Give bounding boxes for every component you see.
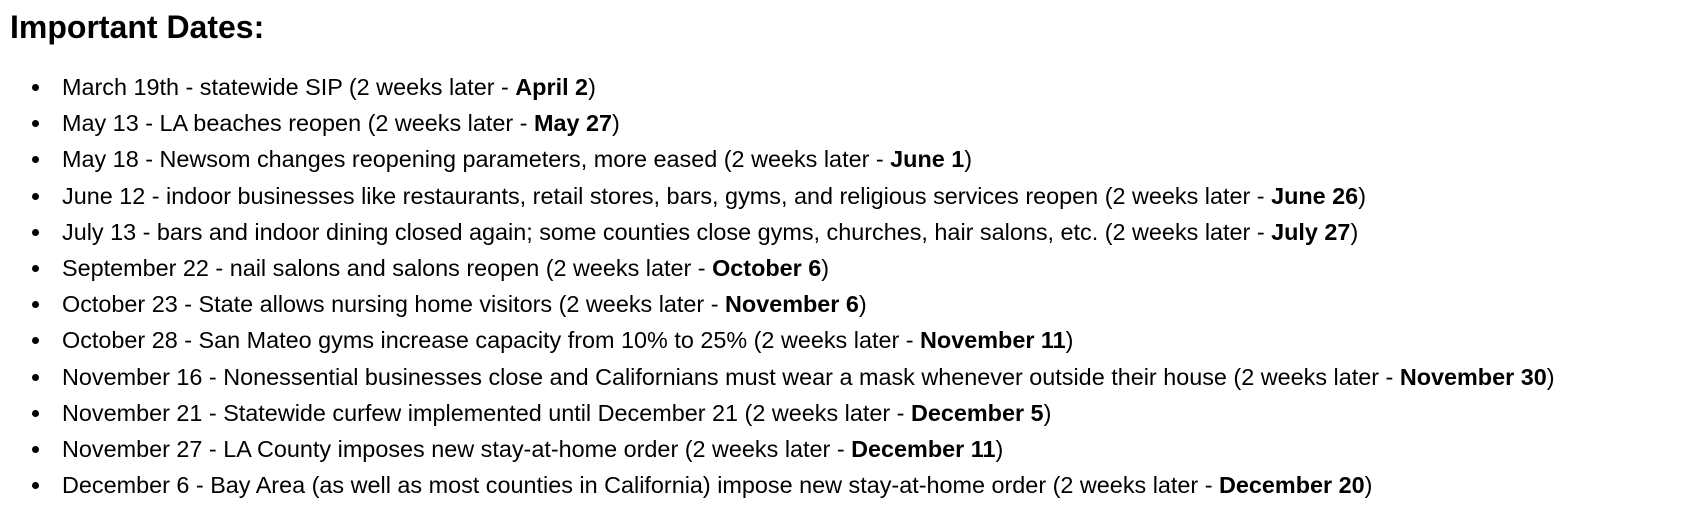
bullet-icon xyxy=(32,84,39,91)
list-item: December 6 - Bay Area (as well as most c… xyxy=(10,467,1682,503)
important-dates-list: March 19th - statewide SIP (2 weeks late… xyxy=(10,69,1682,503)
bullet-icon xyxy=(32,409,39,417)
bullet-icon xyxy=(32,446,39,454)
bullet-icon xyxy=(32,228,39,236)
item-date: October 6 xyxy=(712,255,822,282)
item-text: October 28 - San Mateo gyms increase cap… xyxy=(62,327,921,354)
item-close: ) xyxy=(1358,182,1366,209)
bullet-icon xyxy=(32,482,39,490)
item-date: May 27 xyxy=(533,110,612,137)
item-close: ) xyxy=(1546,363,1555,390)
item-date: June 26 xyxy=(1271,182,1359,209)
list-item: November 21 - Statewide curfew implement… xyxy=(10,395,1682,431)
item-text: November 21 - Statewide curfew implement… xyxy=(62,399,911,426)
item-close: ) xyxy=(612,110,620,137)
document: Important Dates: March 19th - statewide … xyxy=(10,6,1682,498)
item-close: ) xyxy=(964,146,973,173)
bullet-icon xyxy=(32,265,39,273)
item-date: July 27 xyxy=(1271,218,1351,245)
item-text: December 6 - Bay Area (as well as most c… xyxy=(62,472,1219,499)
item-close: ) xyxy=(995,436,1004,463)
item-text: May 18 - Newsom changes reopening parame… xyxy=(62,146,891,173)
item-text: November 16 - Nonessential businesses cl… xyxy=(62,363,1400,390)
list-item: November 16 - Nonessential businesses cl… xyxy=(10,359,1682,395)
item-text: November 27 - LA County imposes new stay… xyxy=(62,436,852,463)
item-close: ) xyxy=(1364,472,1373,499)
bullet-icon xyxy=(32,192,39,200)
item-date: November 6 xyxy=(725,291,859,318)
item-date: April 2 xyxy=(515,74,589,100)
item-date: November 30 xyxy=(1399,363,1547,390)
list-item: May 18 - Newsom changes reopening parame… xyxy=(10,141,1682,177)
bullet-icon xyxy=(32,337,39,345)
item-date: December 20 xyxy=(1219,472,1365,499)
bullet-icon xyxy=(32,301,39,309)
item-close: ) xyxy=(588,74,596,100)
item-date: June 1 xyxy=(890,146,965,173)
item-text: September 22 - nail salons and salons re… xyxy=(62,255,713,282)
list-item: June 12 - indoor businesses like restaur… xyxy=(10,178,1682,214)
list-item: September 22 - nail salons and salons re… xyxy=(10,250,1682,286)
item-text: July 13 - bars and indoor dining closed … xyxy=(62,218,1272,245)
item-text: March 19th - statewide SIP (2 weeks late… xyxy=(62,74,516,100)
item-close: ) xyxy=(821,255,830,282)
page-title: Important Dates: xyxy=(10,9,265,45)
item-close: ) xyxy=(1065,327,1074,354)
bullet-icon xyxy=(32,120,39,128)
list-item: March 19th - statewide SIP (2 weeks late… xyxy=(10,69,1682,105)
list-item: October 23 - State allows nursing home v… xyxy=(10,286,1682,322)
item-text: June 12 - indoor businesses like restaur… xyxy=(62,182,1272,209)
list-item: July 13 - bars and indoor dining closed … xyxy=(10,214,1682,250)
list-item: May 13 - LA beaches reopen (2 weeks late… xyxy=(10,105,1682,141)
list-item: November 27 - LA County imposes new stay… xyxy=(10,431,1682,467)
item-text: May 13 - LA beaches reopen (2 weeks late… xyxy=(62,110,534,137)
item-date: December 5 xyxy=(910,399,1044,426)
list-item: October 28 - San Mateo gyms increase cap… xyxy=(10,322,1682,358)
bullet-icon xyxy=(32,156,39,164)
item-close: ) xyxy=(1350,218,1359,245)
item-date: November 11 xyxy=(920,327,1066,354)
item-close: ) xyxy=(858,291,867,318)
item-close: ) xyxy=(1043,399,1052,426)
item-text: October 23 - State allows nursing home v… xyxy=(62,291,726,318)
bullet-icon xyxy=(32,373,39,381)
item-date: December 11 xyxy=(851,436,996,463)
